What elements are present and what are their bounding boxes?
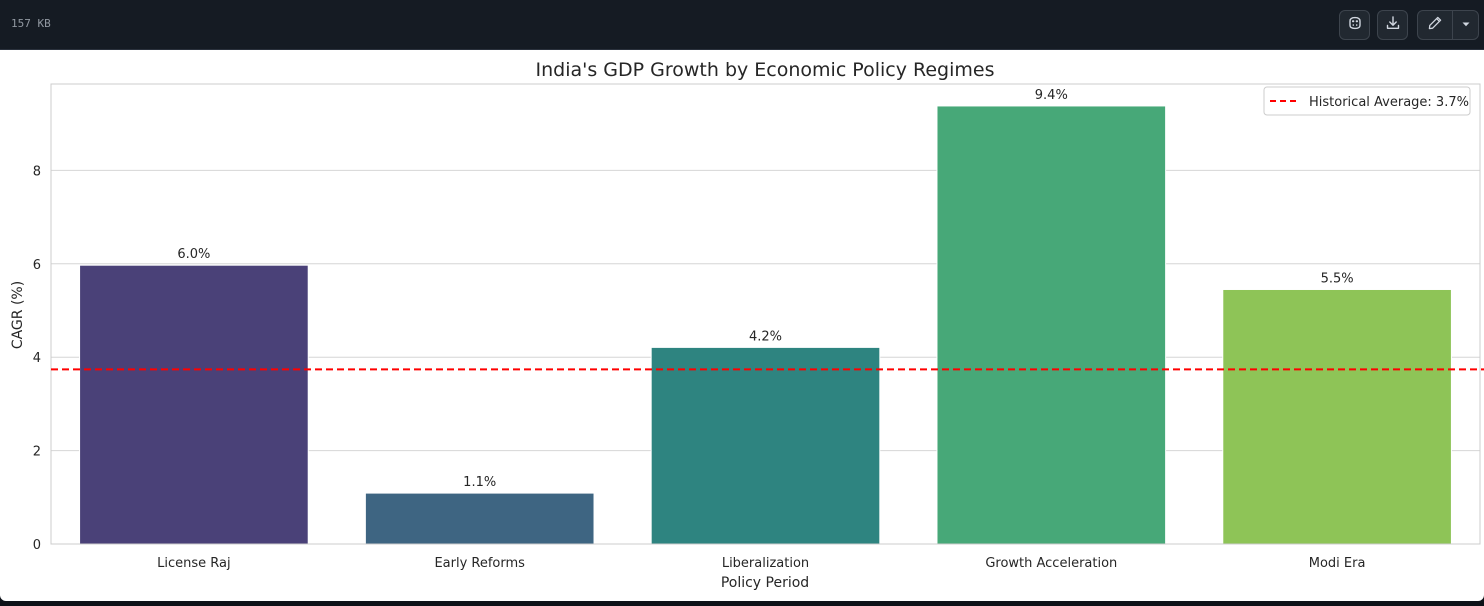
x-axis-label: Policy Period [721,575,809,591]
y-tick-label: 2 [33,445,41,460]
bar-value-label: 1.1% [463,475,496,490]
legend: Historical Average: 3.7% [1263,86,1471,116]
x-tick-label: License Raj [157,556,230,571]
bar [364,492,595,545]
bar [1222,288,1452,545]
triangle-down-icon [1461,16,1471,34]
legend-label: Historical Average: 3.7% [1309,95,1469,110]
y-tick-label: 8 [33,164,41,179]
bar [650,346,881,545]
image-canvas: 6.0% 1.1% 4.2% 9.4% 5.5% 0 2 4 6 8 License Raj Ear… [0,50,1484,601]
x-tick-label: Modi Era [1309,556,1366,571]
y-tick-label: 4 [33,351,41,366]
x-tick-label: Early Reforms [434,556,525,571]
legend-box [1263,86,1471,116]
bar-chart: 6.0% 1.1% 4.2% 9.4% 5.5% 0 2 4 6 8 License Raj Ear… [10,59,1484,591]
edit-dropdown-button[interactable] [1453,11,1479,39]
split-divider [1452,11,1453,39]
bar [936,105,1167,545]
copilot-button[interactable] [1339,10,1370,40]
copilot-icon [1347,15,1363,36]
tick-layer: 0 2 4 6 8 License Raj Early Reforms Liberalizat… [33,164,1366,571]
edit-button-group [1417,10,1479,40]
pencil-icon [1427,15,1443,36]
file-header: 157 KB [0,0,1484,50]
y-tick-label: 0 [33,538,41,553]
bar-value-label: 9.4% [1035,88,1068,103]
download-button[interactable] [1377,10,1408,40]
plot-area-border [50,83,1481,545]
bar-value-label: 4.2% [749,329,782,344]
bar [79,264,309,545]
x-tick-label: Liberalization [722,556,809,571]
chart-title: India's GDP Growth by Economic Policy Re… [536,59,995,81]
bar-value-label: 6.0% [177,247,210,262]
value-label-layer: 6.0% 1.1% 4.2% 9.4% 5.5% [177,88,1353,490]
y-tick-label: 6 [33,258,41,273]
download-icon [1385,15,1401,36]
x-tick-label: Growth Acceleration [985,556,1117,571]
bar-layer [79,105,1452,545]
file-size-label: 157 KB [11,17,51,30]
bar-value-label: 5.5% [1321,271,1354,286]
y-axis-label: CAGR (%) [10,281,26,349]
edit-button[interactable] [1418,11,1452,39]
plot-frame [50,83,1481,545]
